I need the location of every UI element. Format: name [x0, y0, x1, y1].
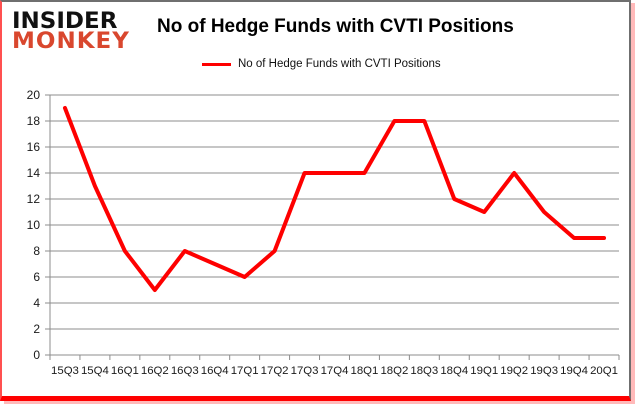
- svg-text:8: 8: [33, 244, 40, 258]
- line-chart: 0 2 4 6 8 10 12 14 16 18 20 15Q3 15Q4 16Q1 16Q2 16Q3 16Q…: [27, 88, 620, 377]
- svg-text:17Q1: 17Q1: [231, 365, 259, 377]
- data-line-series: [62, 106, 607, 292]
- svg-text:16Q1: 16Q1: [111, 365, 139, 377]
- svg-text:20Q1: 20Q1: [590, 365, 618, 377]
- logo-monkey-text: MONKEY: [12, 29, 130, 54]
- svg-text:19Q1: 19Q1: [470, 365, 498, 377]
- svg-text:20: 20: [27, 88, 41, 102]
- legend: No of Hedge Funds with CVTI Positions: [202, 58, 441, 70]
- legend-line-swatch: [202, 62, 231, 66]
- svg-text:16Q4: 16Q4: [201, 365, 229, 377]
- svg-text:10: 10: [27, 218, 41, 232]
- svg-text:18Q2: 18Q2: [380, 365, 408, 377]
- svg-text:18: 18: [27, 114, 41, 128]
- svg-text:15Q4: 15Q4: [81, 365, 109, 377]
- svg-text:17Q2: 17Q2: [261, 365, 289, 377]
- svg-text:19Q2: 19Q2: [500, 365, 528, 377]
- svg-text:17Q3: 17Q3: [291, 365, 319, 377]
- svg-text:18Q1: 18Q1: [351, 365, 379, 377]
- svg-text:4: 4: [33, 296, 40, 310]
- svg-text:19Q4: 19Q4: [560, 365, 588, 377]
- svg-text:12: 12: [27, 192, 41, 206]
- svg-text:16Q2: 16Q2: [141, 365, 169, 377]
- svg-text:17Q4: 17Q4: [321, 365, 349, 377]
- y-axis-labels: 0 2 4 6 8 10 12 14 16 18 20: [27, 88, 41, 362]
- chart-title: No of Hedge Funds with CVTI Positions: [157, 16, 514, 37]
- svg-text:16Q3: 16Q3: [171, 365, 199, 377]
- svg-text:18Q4: 18Q4: [440, 365, 468, 377]
- insider-monkey-logo: INSIDER MONKEY: [12, 9, 130, 54]
- logo-insider-text: INSIDER: [12, 9, 118, 34]
- svg-text:18Q3: 18Q3: [410, 365, 438, 377]
- legend-label: No of Hedge Funds with CVTI Positions: [238, 58, 441, 70]
- svg-text:14: 14: [27, 166, 41, 180]
- svg-text:15Q3: 15Q3: [51, 365, 79, 377]
- x-axis-labels: 15Q3 15Q4 16Q1 16Q2 16Q3 16Q4 17Q1 17Q2 17Q3 17Q4…: [51, 365, 618, 377]
- chart-card: INSIDER MONKEY No of Hedge Funds with CV…: [0, 0, 631, 401]
- svg-text:16: 16: [27, 140, 41, 154]
- svg-text:2: 2: [33, 322, 40, 336]
- gridlines: [50, 94, 619, 356]
- plot-area: 0 2 4 6 8 10 12 14 16 18 20 15Q3 15Q4 16Q1 16Q2 16Q3 16Q…: [2, 82, 635, 409]
- svg-text:19Q3: 19Q3: [530, 365, 558, 377]
- svg-text:0: 0: [33, 348, 40, 362]
- svg-text:6: 6: [33, 270, 40, 284]
- axes-and-ticks: [45, 94, 620, 360]
